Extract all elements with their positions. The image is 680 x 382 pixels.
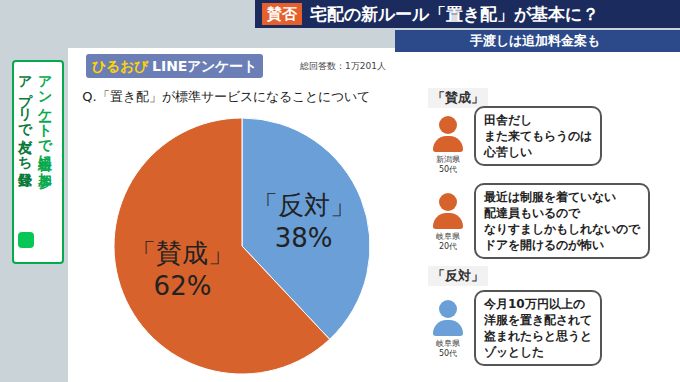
html-text:総回答数：1万201人: 総回答数：1万201人 bbox=[300, 61, 386, 71]
html-text:賛否: 賛否 bbox=[267, 5, 297, 23]
html-text:宅配の新ルール「置き配」が基本に？: 宅配の新ルール「置き配」が基本に？ bbox=[310, 4, 599, 24]
html-text:岐阜県: 岐阜県 bbox=[436, 339, 460, 348]
html-text:「反対」: 「反対」 bbox=[432, 268, 484, 283]
html-text:アンケートで番組に参加: アンケートで番組に参加 bbox=[37, 66, 53, 162]
html-text:心苦しい: 心苦しい bbox=[484, 145, 532, 159]
html-text:洋服を置き配されて: 洋服を置き配されて bbox=[484, 313, 592, 327]
html-text:50代: 50代 bbox=[438, 165, 458, 174]
html-text:岐阜県: 岐阜県 bbox=[436, 232, 460, 241]
html-text:また来てもらうのは: また来てもらうのは bbox=[484, 129, 592, 143]
svg-text:Q.「置き配」が標準サービスになることについて: Q.「置き配」が標準サービスになることについて bbox=[82, 89, 369, 104]
svg-text:「賛成」62%: 「賛成」62% bbox=[130, 238, 234, 302]
html-text:ドアを開けるのが怖い: ドアを開けるのが怖い bbox=[484, 238, 604, 252]
html-text:「賛成」: 「賛成」 bbox=[432, 90, 484, 105]
html-text:手渡しは追加料金案も: 手渡しは追加料金案も bbox=[470, 33, 600, 48]
html-text:配達員もいるので: 配達員もいるので bbox=[484, 206, 580, 220]
html-text:盗まれたらと思うと: 盗まれたらと思うと bbox=[484, 329, 592, 343]
html-text:20代: 20代 bbox=[438, 242, 458, 251]
html-text:今月10万円以上の: 今月10万円以上の bbox=[484, 297, 585, 311]
html-text:新潟県: 新潟県 bbox=[436, 155, 460, 164]
html-text:ひるおび LINEアンケート: ひるおび LINEアンケート bbox=[92, 58, 258, 74]
html-text:最近は制服を着ていない: 最近は制服を着ていない bbox=[484, 190, 616, 204]
svg-text:「反対」38%: 「反対」38% bbox=[252, 190, 356, 254]
html-text:田舎だし: 田舎だし bbox=[484, 113, 532, 127]
html-text:なりすましかもしれないので: なりすましかもしれないので bbox=[484, 222, 640, 236]
html-text:50代: 50代 bbox=[438, 349, 458, 358]
html-text:アプリで友だち登録: アプリで友だち登録 bbox=[17, 66, 33, 162]
html-text:ゾッとした: ゾッとした bbox=[484, 345, 544, 359]
